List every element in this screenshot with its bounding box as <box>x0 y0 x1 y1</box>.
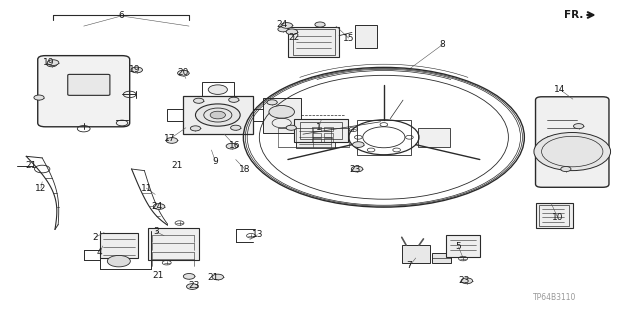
Bar <box>312 138 321 142</box>
Circle shape <box>226 143 237 149</box>
Circle shape <box>228 97 239 102</box>
Text: 6: 6 <box>118 11 124 20</box>
Text: 24: 24 <box>276 20 287 29</box>
Text: 14: 14 <box>554 85 566 94</box>
Bar <box>300 122 342 139</box>
Text: 8: 8 <box>440 40 445 49</box>
Text: 3: 3 <box>153 227 159 236</box>
Circle shape <box>269 106 294 118</box>
Text: 4: 4 <box>97 248 102 257</box>
Circle shape <box>561 167 571 172</box>
Circle shape <box>573 123 584 129</box>
Text: 15: 15 <box>343 34 355 43</box>
Circle shape <box>353 142 364 147</box>
Bar <box>262 98 301 132</box>
FancyBboxPatch shape <box>68 74 110 95</box>
Text: 21: 21 <box>152 271 163 280</box>
Circle shape <box>47 60 59 65</box>
Text: 21: 21 <box>172 161 182 170</box>
Bar <box>536 203 573 228</box>
Circle shape <box>286 125 296 130</box>
Circle shape <box>212 274 223 280</box>
Bar <box>324 133 333 137</box>
Circle shape <box>210 111 225 119</box>
Circle shape <box>315 22 325 27</box>
FancyBboxPatch shape <box>536 97 609 187</box>
Circle shape <box>278 27 288 32</box>
Circle shape <box>351 166 363 172</box>
Bar <box>294 119 348 142</box>
Text: TP64B3110: TP64B3110 <box>533 293 577 302</box>
Text: 12: 12 <box>35 184 47 193</box>
Text: 7: 7 <box>406 261 412 271</box>
Bar <box>312 127 321 130</box>
Circle shape <box>34 95 44 100</box>
Bar <box>182 96 253 134</box>
Bar <box>292 29 335 55</box>
Bar <box>288 27 339 57</box>
Bar <box>253 109 269 122</box>
Bar <box>148 228 198 260</box>
Circle shape <box>267 100 277 105</box>
Circle shape <box>190 126 200 131</box>
Circle shape <box>131 67 143 73</box>
Text: 16: 16 <box>228 141 240 150</box>
Circle shape <box>108 256 131 267</box>
Bar <box>447 235 479 257</box>
Circle shape <box>195 104 240 126</box>
Circle shape <box>286 29 298 35</box>
Bar <box>402 245 430 263</box>
Text: 21: 21 <box>25 161 36 170</box>
Text: 23: 23 <box>459 276 470 285</box>
Text: 23: 23 <box>349 165 361 174</box>
Text: 5: 5 <box>456 242 461 251</box>
Circle shape <box>208 85 227 94</box>
Bar <box>432 253 451 263</box>
Circle shape <box>281 23 292 28</box>
Circle shape <box>230 125 241 130</box>
Circle shape <box>461 278 472 284</box>
Circle shape <box>177 70 189 76</box>
FancyBboxPatch shape <box>38 56 130 127</box>
Text: 18: 18 <box>239 165 250 174</box>
Bar <box>418 128 450 147</box>
Text: 19: 19 <box>43 58 54 67</box>
Circle shape <box>47 62 57 67</box>
Text: 11: 11 <box>141 184 152 193</box>
Bar <box>312 133 321 137</box>
Text: 17: 17 <box>164 134 175 143</box>
Text: 23: 23 <box>188 281 199 290</box>
Bar <box>356 120 411 155</box>
Text: 20: 20 <box>177 68 188 77</box>
Text: FR.: FR. <box>564 10 584 20</box>
Bar <box>539 205 569 226</box>
Bar <box>324 138 333 142</box>
Text: 13: 13 <box>252 230 263 239</box>
Text: 24: 24 <box>152 202 163 211</box>
Text: 1: 1 <box>316 123 321 132</box>
Circle shape <box>183 273 195 279</box>
Text: 10: 10 <box>552 213 563 222</box>
Text: 19: 19 <box>129 65 141 74</box>
Bar <box>167 109 182 122</box>
Text: 2: 2 <box>92 233 98 242</box>
Bar <box>202 82 234 96</box>
Text: 21: 21 <box>207 272 219 281</box>
Circle shape <box>193 98 204 103</box>
Bar <box>296 126 335 148</box>
Bar <box>324 127 333 130</box>
Bar <box>100 233 138 258</box>
Bar <box>355 25 378 48</box>
Text: 22: 22 <box>289 33 300 42</box>
Circle shape <box>166 137 177 143</box>
Circle shape <box>534 132 611 171</box>
Circle shape <box>154 204 165 209</box>
Circle shape <box>186 284 198 289</box>
Text: 9: 9 <box>212 157 218 166</box>
